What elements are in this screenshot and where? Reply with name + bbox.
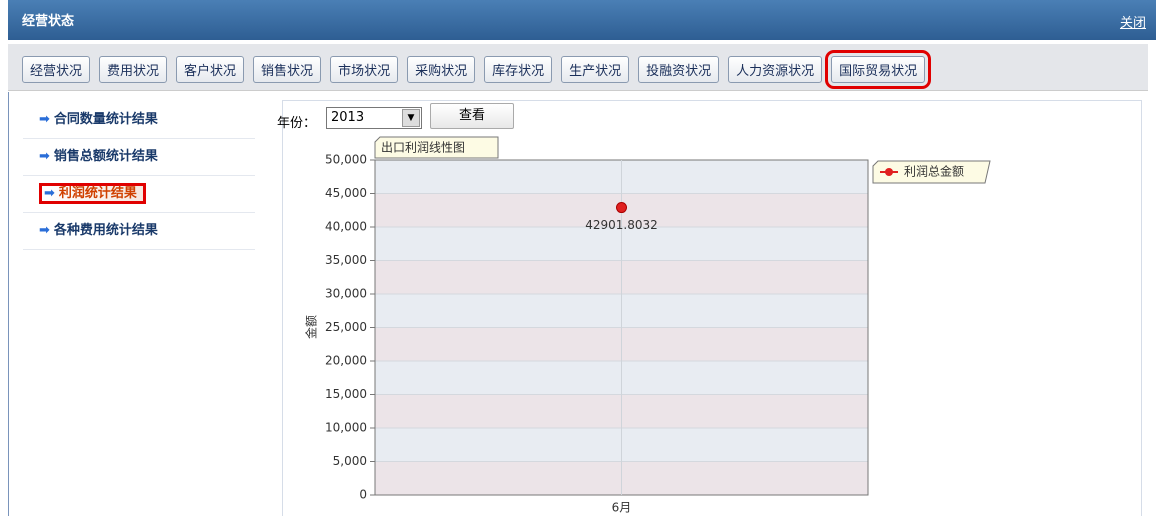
arrow-icon: ➡ bbox=[44, 186, 55, 201]
tab[interactable]: 费用状况 bbox=[99, 56, 168, 83]
legend-label: 利润总金额 bbox=[904, 164, 964, 179]
year-value: 2013 bbox=[331, 110, 365, 125]
y-tick-label: 15,000 bbox=[325, 387, 367, 401]
tab[interactable]: 经营状况 bbox=[22, 56, 91, 83]
y-axis-label: 金额 bbox=[304, 315, 319, 339]
y-tick-label: 5,000 bbox=[333, 454, 367, 468]
view-button[interactable]: 查看 bbox=[430, 103, 514, 129]
arrow-icon: ➡ bbox=[39, 112, 50, 127]
y-tick-label: 0 bbox=[359, 488, 367, 502]
item-box: ➡ 各种费用统计结果 bbox=[39, 223, 158, 238]
legend-box bbox=[872, 160, 991, 184]
y-tick-label: 25,000 bbox=[325, 320, 367, 334]
item-box: ➡ 利润统计结果 bbox=[39, 183, 146, 204]
sidebar-item[interactable]: ➡ 利润统计结果 bbox=[23, 176, 255, 213]
tab[interactable]: 投融资状况 bbox=[638, 56, 720, 83]
y-tick-label: 30,000 bbox=[325, 287, 367, 301]
close-link[interactable]: 关闭 bbox=[1119, 16, 1146, 31]
arrow-icon: ➡ bbox=[39, 149, 50, 164]
title-tab bbox=[374, 136, 499, 159]
sidebar-item[interactable]: ➡ 销售总额统计结果 bbox=[23, 139, 255, 176]
item-box: ➡ 销售总额统计结果 bbox=[39, 149, 158, 164]
item-label: 各种费用统计结果 bbox=[53, 223, 158, 238]
tabs: 经营状况 费用状况 客户状况 销售状况 市场状况 采购状况 库存状况 生产状况 投融资状况 人力资… bbox=[22, 50, 932, 89]
sidebar: ➡ 合同数量统计结果 ➡ 销售总额统计结果 ➡ 利润统计结果 ➡ 各种费用统计结果 bbox=[23, 102, 255, 250]
item-label: 合同数量统计结果 bbox=[53, 112, 158, 127]
year-select[interactable]: 2013 ▼ bbox=[326, 107, 422, 129]
data-point bbox=[616, 202, 627, 214]
tab[interactable]: 客户状况 bbox=[176, 56, 245, 83]
tab[interactable]: 采购状况 bbox=[407, 56, 476, 83]
y-tick-label: 50,000 bbox=[325, 153, 367, 167]
sidebar-item[interactable]: ➡ 合同数量统计结果 bbox=[23, 102, 255, 139]
sidebar-item[interactable]: ➡ 各种费用统计结果 bbox=[23, 213, 255, 250]
y-tick-label: 20,000 bbox=[325, 354, 367, 368]
y-tick-label: 40,000 bbox=[325, 220, 367, 234]
x-tick-label: 6月 bbox=[612, 501, 632, 515]
header: 经营状态 关闭 bbox=[8, 0, 1156, 40]
arrow-icon: ➡ bbox=[39, 223, 50, 238]
y-tick-label: 10,000 bbox=[325, 421, 367, 435]
y-tick-label: 35,000 bbox=[325, 253, 367, 267]
dropdown-arrow: ▼ bbox=[402, 109, 420, 127]
tab[interactable]: 销售状况 bbox=[253, 56, 322, 83]
tab-bar: 经营状况 费用状况 客户状况 销售状况 市场状况 采购状况 库存状况 生产状况 投融资状况 人力资… bbox=[8, 44, 1148, 91]
item-label: 利润统计结果 bbox=[58, 186, 137, 201]
item-label: 销售总额统计结果 bbox=[53, 149, 158, 164]
main: ➡ 合同数量统计结果 ➡ 销售总额统计结果 ➡ 利润统计结果 ➡ 各种费用统计结果 bbox=[8, 92, 1149, 516]
chart-panel bbox=[282, 100, 1142, 516]
tab[interactable]: 库存状况 bbox=[484, 56, 553, 83]
data-label: 42901.8032 bbox=[585, 218, 658, 232]
year-label: 年份： bbox=[277, 116, 317, 131]
legend-marker bbox=[885, 168, 893, 176]
tab[interactable]: 市场状况 bbox=[330, 56, 399, 83]
header-title: 经营状态 bbox=[22, 14, 75, 29]
chart-title: 出口利润线性图 bbox=[381, 141, 465, 155]
tab[interactable]: 人力资源状况 bbox=[728, 56, 823, 83]
tab[interactable]: 国际贸易状况 bbox=[825, 50, 932, 89]
item-box: ➡ 合同数量统计结果 bbox=[39, 112, 158, 127]
tab[interactable]: 生产状况 bbox=[561, 56, 630, 83]
y-tick-label: 45,000 bbox=[325, 186, 367, 200]
